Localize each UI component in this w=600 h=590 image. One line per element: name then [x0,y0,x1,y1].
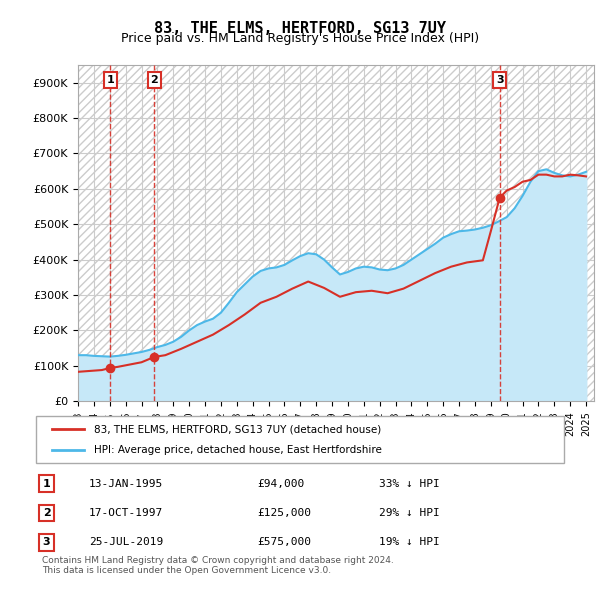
Text: 1: 1 [43,479,50,489]
Text: 83, THE ELMS, HERTFORD, SG13 7UY: 83, THE ELMS, HERTFORD, SG13 7UY [154,21,446,35]
Text: 83, THE ELMS, HERTFORD, SG13 7UY (detached house): 83, THE ELMS, HERTFORD, SG13 7UY (detach… [94,424,382,434]
Text: Contains HM Land Registry data © Crown copyright and database right 2024.
This d: Contains HM Land Registry data © Crown c… [42,556,394,575]
Text: HPI: Average price, detached house, East Hertfordshire: HPI: Average price, detached house, East… [94,445,382,455]
Text: £575,000: £575,000 [258,537,312,547]
Text: 3: 3 [496,75,503,85]
Text: 1: 1 [107,75,114,85]
Text: 17-OCT-1997: 17-OCT-1997 [89,508,163,518]
Text: 29% ↓ HPI: 29% ↓ HPI [379,508,440,518]
Text: 25-JUL-2019: 25-JUL-2019 [89,537,163,547]
Text: 2: 2 [43,508,50,518]
Text: £94,000: £94,000 [258,479,305,489]
Text: 3: 3 [43,537,50,547]
Text: 13-JAN-1995: 13-JAN-1995 [89,479,163,489]
Text: 19% ↓ HPI: 19% ↓ HPI [379,537,440,547]
Text: 2: 2 [151,75,158,85]
FancyBboxPatch shape [36,416,564,463]
Text: £125,000: £125,000 [258,508,312,518]
Text: Price paid vs. HM Land Registry's House Price Index (HPI): Price paid vs. HM Land Registry's House … [121,32,479,45]
Text: 33% ↓ HPI: 33% ↓ HPI [379,479,440,489]
